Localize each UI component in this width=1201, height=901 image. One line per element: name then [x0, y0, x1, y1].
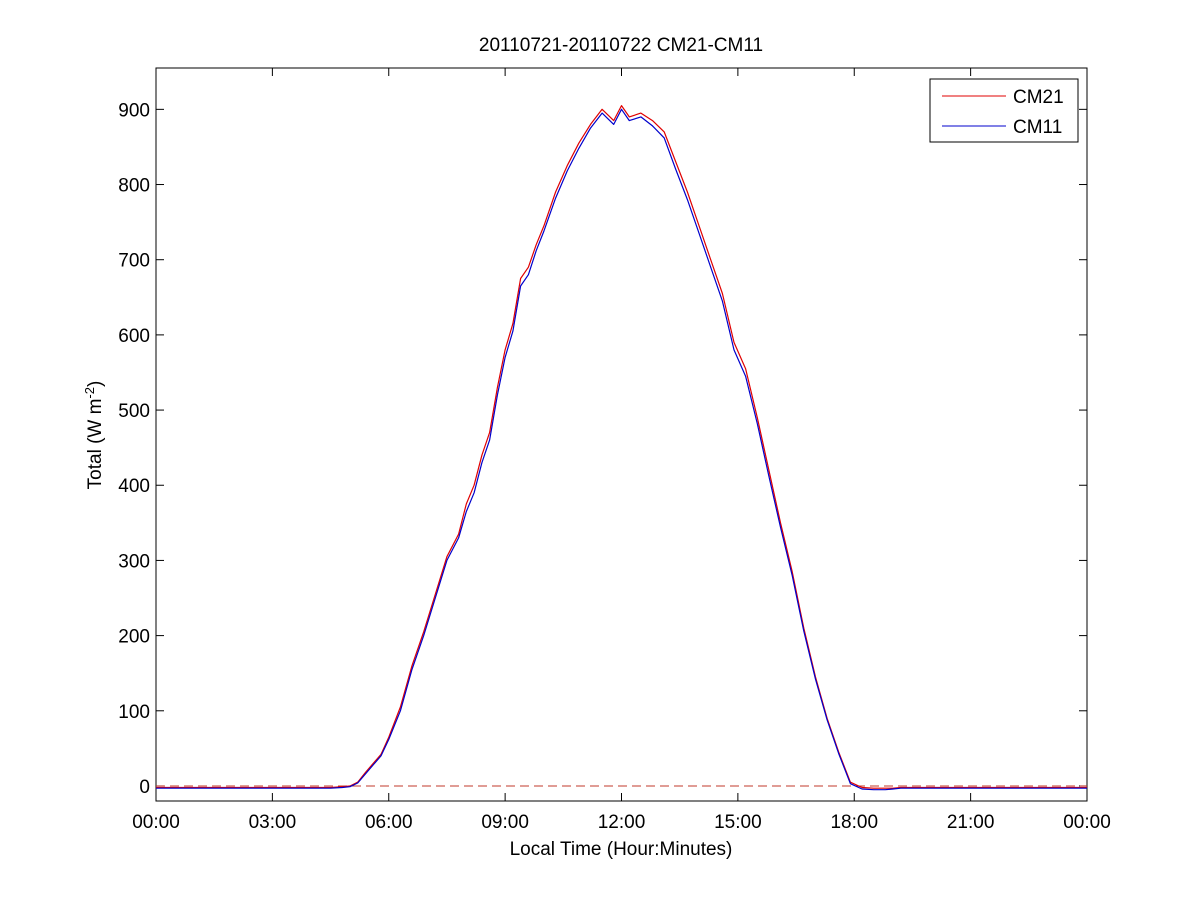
- x-tick-label: 12:00: [598, 812, 646, 833]
- y-tick-label: 400: [118, 476, 150, 497]
- plot-area: [155, 67, 1088, 802]
- x-tick-label: 15:00: [714, 812, 762, 833]
- legend-label-cm11: CM11: [1013, 117, 1062, 138]
- x-tick-label: 18:00: [830, 812, 878, 833]
- y-tick-label: 500: [118, 401, 150, 422]
- series-line-cm11: [156, 108, 1087, 791]
- y-tick-label: 200: [118, 627, 150, 648]
- series-layer: [156, 104, 1087, 791]
- y-tick-label: 0: [139, 777, 150, 798]
- y-tick-label: 600: [118, 326, 150, 347]
- x-tick-label: 21:00: [947, 812, 995, 833]
- y-axis-label-superscript: -2: [82, 387, 97, 399]
- series-line-cm21: [156, 104, 1087, 789]
- y-tick-label: 800: [118, 176, 150, 197]
- chart-title: 20110721-20110722 CM21-CM11: [479, 35, 763, 56]
- x-tick-label: 06:00: [365, 812, 413, 833]
- legend-box: [929, 78, 1079, 143]
- x-axis-label: Local Time (Hour:Minutes): [510, 839, 733, 860]
- x-tick-label: 03:00: [249, 812, 297, 833]
- y-axis-label: Total (W m-2): [82, 381, 106, 490]
- y-tick-label: 900: [118, 100, 150, 121]
- y-axis: 0 100 200 300 400 500 600 700 800 900: [118, 100, 1087, 798]
- y-axis-label-main: Total (W m: [85, 399, 106, 490]
- y-tick-label: 300: [118, 551, 150, 572]
- x-tick-label: 09:00: [481, 812, 529, 833]
- y-axis-label-close: ): [85, 381, 106, 387]
- legend: CM21 CM11: [929, 78, 1079, 143]
- x-tick-label: 00:00: [1063, 812, 1111, 833]
- y-tick-label: 100: [118, 702, 150, 723]
- x-tick-label: 00:00: [132, 812, 180, 833]
- x-axis: 00:00 03:00 06:00 09:00 12:00 15:00 18:00 21:00…: [132, 68, 1111, 833]
- y-tick-label: 700: [118, 251, 150, 272]
- legend-label-cm21: CM21: [1013, 87, 1064, 108]
